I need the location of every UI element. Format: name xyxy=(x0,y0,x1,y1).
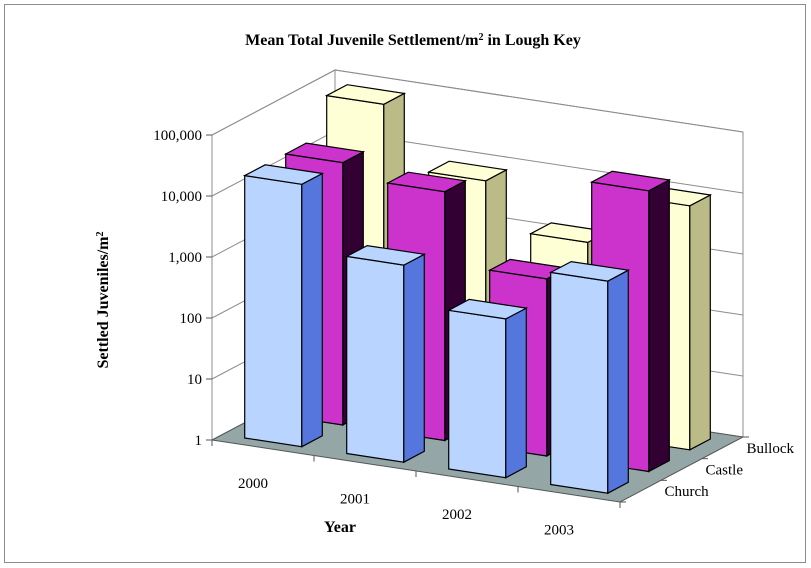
y-tick-label: 10,000 xyxy=(161,189,202,205)
x-tick-label: 2002 xyxy=(442,507,472,523)
y-tick-label: 10 xyxy=(187,372,202,388)
chart-title: Mean Total Juvenile Settlement/m2 in Lou… xyxy=(245,32,581,50)
y-tick-labels: 1 10 100 1,000 10,000 100,000 xyxy=(153,128,212,449)
bar-church-2002 xyxy=(446,298,529,479)
x-tick-label: 2003 xyxy=(544,522,574,538)
y-tick-label: 100,000 xyxy=(153,128,202,144)
depth-tick-label: Bullock xyxy=(747,441,795,457)
y-tick-label: 100 xyxy=(180,311,203,327)
y-tick-label: 1 xyxy=(195,433,203,449)
x-tick-labels: 2000 2001 2002 2003 xyxy=(211,440,621,538)
bar-church-2001 xyxy=(344,244,427,464)
depth-tick-label: Castle xyxy=(706,463,744,479)
gridline xyxy=(211,69,744,136)
y-axis-title: Settled Juveniles/m2 xyxy=(95,232,113,369)
bars xyxy=(242,84,713,495)
y-tick-label: 1,000 xyxy=(168,250,202,266)
chart-frame xyxy=(4,4,806,563)
depth-tick-label: Church xyxy=(665,484,710,500)
x-tick-label: 2001 xyxy=(340,491,370,507)
bar-church-2003 xyxy=(548,260,631,495)
x-axis-title: Year xyxy=(324,519,356,536)
x-tick-label: 2000 xyxy=(238,476,268,492)
bar-church-2000 xyxy=(242,164,325,448)
